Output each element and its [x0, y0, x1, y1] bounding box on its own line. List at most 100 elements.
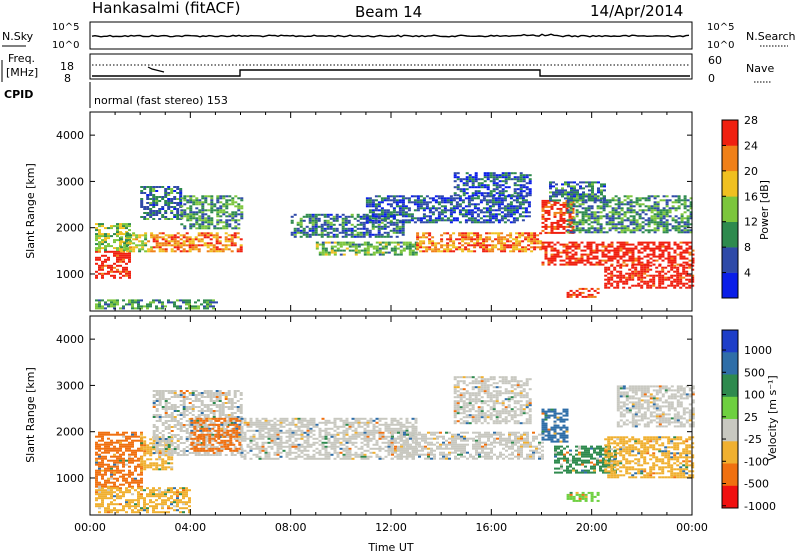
cb1-swatch-6	[722, 120, 738, 146]
power-region-15	[566, 195, 693, 234]
nsearch-tick-bottom: 10^0	[707, 40, 734, 51]
time-xtick-4: 16:00	[475, 521, 507, 534]
freq-tick-bottom: 8	[64, 72, 71, 85]
time-xtick-1: 04:00	[174, 521, 206, 534]
power-region-7	[290, 213, 405, 238]
cb1-tick-4: 20	[744, 165, 758, 178]
cb1-swatch-0	[722, 272, 738, 299]
cb2-swatch-5	[722, 441, 738, 464]
power-ylabel: Slant Range [km]	[24, 163, 37, 259]
nsky-tick-top: 10^5	[52, 22, 79, 33]
time-xtick-0: 00:00	[74, 521, 106, 534]
nsky-trace	[91, 33, 690, 38]
nave-tick-top: 60	[708, 54, 722, 67]
velocity-region-4	[95, 487, 191, 514]
power-ytick-0: 1000	[56, 268, 84, 281]
cb1-tick-6: 28	[744, 114, 758, 127]
power-region-5	[180, 195, 244, 230]
cpid-label: CPID	[4, 88, 33, 101]
date-title: 14/Apr/2014	[590, 2, 683, 20]
velocity-region-0	[95, 431, 143, 488]
freq-trace	[92, 69, 690, 77]
velocity-heatmap	[95, 376, 695, 514]
cb1-swatch-1	[722, 247, 738, 273]
power-region-2	[120, 232, 154, 253]
power-region-9	[416, 232, 543, 253]
cb1-swatch-5	[722, 145, 738, 172]
freq-label-1: Freq.	[8, 52, 35, 65]
power-region-3	[152, 232, 243, 253]
power-panel: 1000 2000 3000 4000 Slant Range [km]	[24, 111, 695, 312]
nsearch-tick-top: 10^5	[707, 22, 734, 33]
velocity-region-8	[541, 408, 569, 443]
cb2-swatch-2	[722, 374, 738, 398]
power-region-17	[566, 287, 600, 298]
power-colorbar-label: Power [dB]	[758, 180, 771, 240]
power-ytick-3: 4000	[56, 129, 84, 142]
velocity-ytick-1: 2000	[56, 426, 84, 439]
power-ytick-1: 2000	[56, 222, 84, 235]
cb2-tick-1: 500	[744, 366, 765, 379]
power-region-4	[140, 186, 183, 220]
time-xtick-6: 00:00	[676, 521, 708, 534]
power-region-11	[453, 172, 532, 197]
velocity-region-10	[604, 436, 695, 479]
cb2-tick-6: -500	[744, 478, 769, 491]
power-heatmap	[95, 172, 695, 310]
freq-tick-top: 18	[60, 60, 74, 73]
nave-tick-bottom: 0	[708, 72, 715, 85]
cb1-swatch-2	[722, 221, 738, 248]
cpid-text: normal (fast stereo) 153	[94, 94, 228, 107]
power-colorbar: 4 8 12 16 20 24 28 Power [dB]	[721, 114, 771, 299]
nsearch-label: N.Search	[746, 30, 796, 43]
time-xtick-3: 12:00	[375, 521, 407, 534]
cb2-swatch-4	[722, 419, 738, 442]
cb2-tick-4: -25	[744, 433, 762, 446]
cb2-tick-2: 100	[744, 389, 765, 402]
velocity-ytick-0: 1000	[56, 472, 84, 485]
velocity-ytick-2: 3000	[56, 379, 84, 392]
cb1-tick-5: 24	[744, 139, 758, 152]
nave-label: Nave	[746, 62, 774, 75]
power-region-13	[541, 241, 695, 266]
velocity-region-6	[391, 431, 544, 460]
nsky-panel: N.Sky 10^5 10^0 10^5 10^0 N.Search	[2, 21, 796, 51]
velocity-ytick-3: 4000	[56, 333, 84, 346]
power-ytick-2: 3000	[56, 175, 84, 188]
cb2-tick-3: 25	[744, 411, 758, 424]
cb2-tick-7: -1000	[744, 500, 776, 513]
station-title: Hankasalmi (fitACF)	[92, 0, 240, 17]
cb1-tick-2: 12	[744, 216, 758, 229]
power-region-10	[365, 195, 531, 224]
time-xtick-2: 08:00	[275, 521, 307, 534]
beam-title: Beam 14	[355, 3, 422, 21]
cb1-tick-3: 16	[744, 190, 758, 203]
cb2-tick-0: 1000	[744, 344, 772, 357]
velocity-colorbar: 1000 500 100 25 -25 -100 -500 -1000 Velocity [m…	[721, 329, 779, 513]
power-region-16	[549, 181, 606, 202]
power-region-14	[604, 264, 695, 289]
velocity-region-12	[566, 491, 600, 502]
nsky-tick-bottom: 10^0	[52, 40, 79, 51]
cb1-swatch-4	[722, 170, 738, 197]
power-region-0	[95, 250, 131, 279]
time-xtick-5: 20:00	[576, 521, 608, 534]
velocity-region-7	[453, 376, 532, 425]
velocity-region-3	[190, 417, 242, 452]
cb2-swatch-1	[722, 352, 738, 375]
cb1-tick-0: 4	[744, 267, 751, 280]
cb2-swatch-0	[722, 330, 738, 353]
cb1-tick-1: 8	[744, 241, 751, 254]
cb2-swatch-6	[722, 463, 738, 487]
cb1-swatch-3	[722, 196, 738, 222]
velocity-region-11	[616, 385, 695, 428]
freq-label-2: [MHz]	[6, 66, 38, 79]
freq-panel: Freq. [MHz] 18 8 60 0 Nave	[1, 52, 774, 85]
cb2-swatch-7	[722, 485, 738, 509]
cb2-tick-5: -100	[744, 455, 769, 468]
power-region-6	[95, 299, 218, 310]
velocity-ylabel: Slant Range [km]	[24, 367, 37, 463]
cb2-swatch-3	[722, 396, 738, 420]
power-region-8	[315, 241, 418, 256]
